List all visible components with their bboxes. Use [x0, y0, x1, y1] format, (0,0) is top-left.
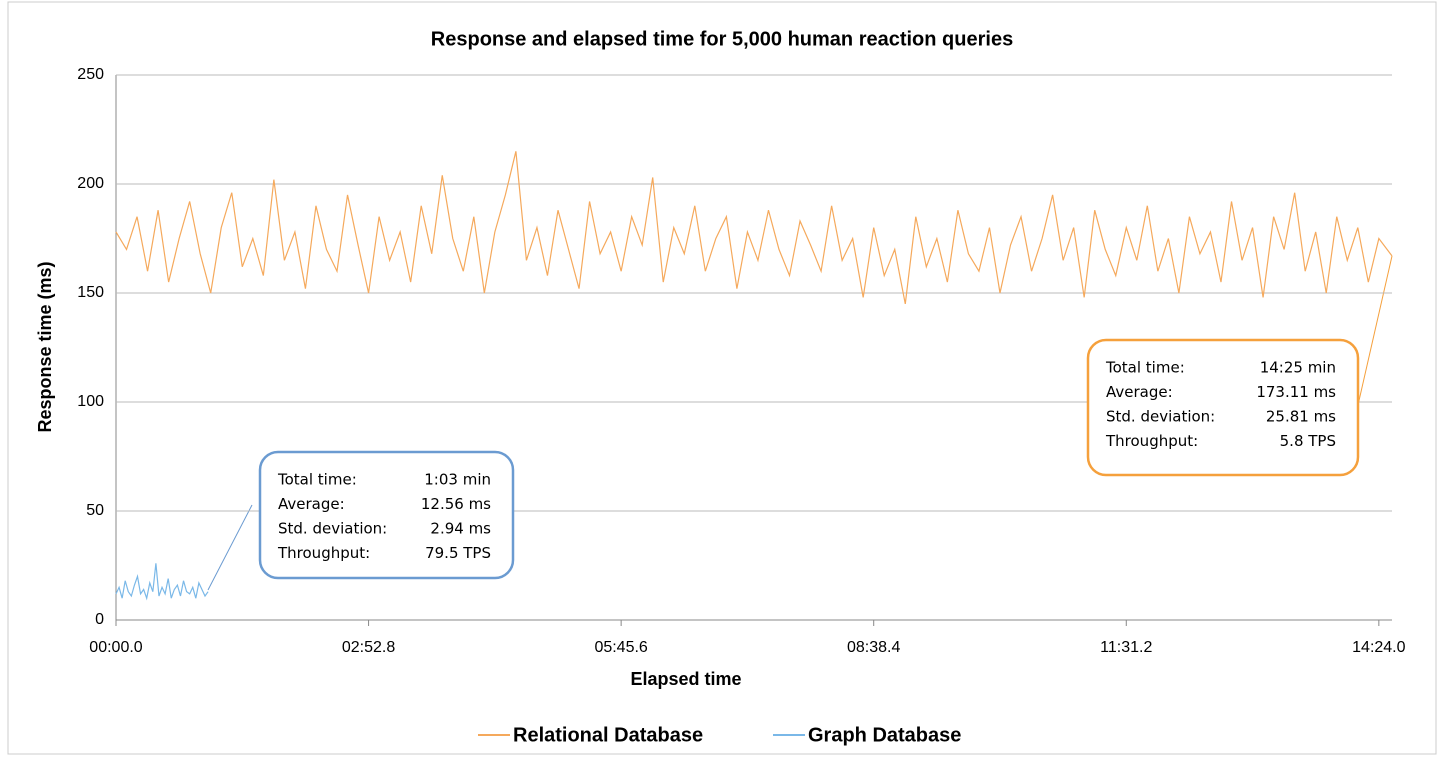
legend-label: Relational Database [513, 724, 703, 746]
callout-value: 79.5 TPS [425, 544, 491, 562]
x-tick-label: 08:38.4 [847, 639, 900, 656]
callout-value: 14:25 min [1260, 359, 1336, 377]
x-tick-label: 02:52.8 [342, 639, 395, 656]
legend-label: Graph Database [808, 724, 961, 746]
callout-value: 1:03 min [424, 471, 491, 489]
callout-value: 5.8 TPS [1280, 432, 1336, 450]
y-tick-label: 0 [95, 611, 104, 628]
callout-connector [207, 504, 253, 591]
callout-value: 2.94 ms [430, 520, 491, 538]
chart-title: Response and elapsed time for 5,000 huma… [431, 28, 1013, 50]
data-line [115, 151, 1393, 305]
x-tick-label: 05:45.6 [594, 639, 647, 656]
callout-label: Std. deviation: [1106, 408, 1215, 426]
callout-label: Throughput: [277, 544, 370, 562]
data-line [115, 563, 209, 601]
callout-label: Average: [1106, 383, 1173, 401]
x-axis-label: Elapsed time [630, 669, 741, 689]
y-tick-label: 200 [77, 175, 104, 192]
x-tick-label: 14:24.0 [1352, 639, 1405, 656]
callout-label: Average: [278, 495, 345, 513]
y-tick-label: 50 [86, 502, 104, 519]
callout-label: Throughput: [1105, 432, 1198, 450]
callout-label: Total time: [277, 471, 357, 489]
callout-value: 25.81 ms [1266, 408, 1336, 426]
y-tick-label: 100 [77, 393, 104, 410]
callout-value: 12.56 ms [421, 495, 491, 513]
y-axis-label: Response time (ms) [35, 261, 55, 432]
callout-value: 173.11 ms [1256, 383, 1336, 401]
x-tick-label: 11:31.2 [1100, 639, 1152, 656]
y-tick-label: 150 [77, 284, 104, 301]
callout-connector [1357, 255, 1393, 406]
x-tick-label: 00:00.0 [89, 639, 142, 656]
callout-label: Std. deviation: [278, 520, 387, 538]
callout-label: Total time: [1105, 359, 1185, 377]
callout-box [1086, 338, 1360, 477]
y-tick-label: 250 [77, 66, 104, 83]
callout-box [258, 450, 515, 580]
